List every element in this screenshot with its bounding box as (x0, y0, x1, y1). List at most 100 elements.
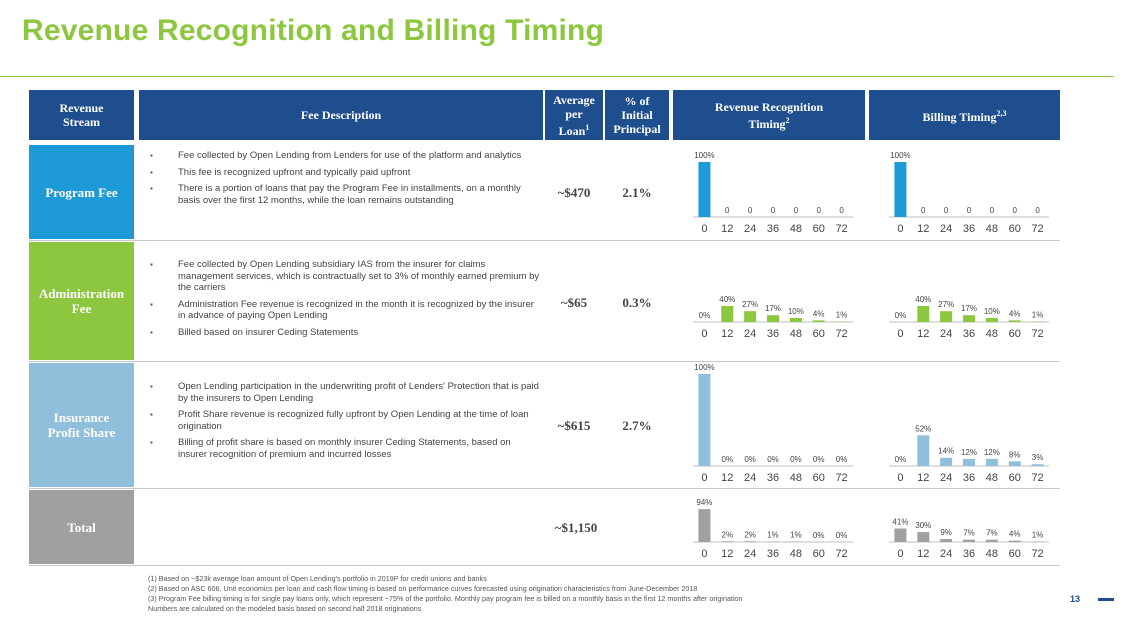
chart-data-label: 30% (915, 521, 931, 530)
chart-bar (1008, 320, 1021, 322)
row-label-text: Administration (38, 286, 125, 301)
header-avg-line1: Average (553, 92, 595, 107)
chart-bar (985, 539, 998, 542)
footnotes: (1) Based on ~$23k average loan amount o… (148, 574, 743, 614)
chart-tick-label: 24 (744, 328, 756, 340)
description-bullet: Billed based on insurer Ceding Statement… (148, 327, 540, 339)
chart-data-label: 100% (694, 363, 714, 372)
chart-tick-label: 60 (1009, 548, 1021, 560)
chart-tick-label: 60 (813, 548, 825, 560)
header-avg-line3: Loan (558, 123, 586, 138)
header-recog-line1: Revenue Recognition (714, 99, 824, 114)
chart-data-label: 0% (722, 455, 734, 464)
chart-data-label: 100% (890, 151, 910, 160)
row-label-text-line2: Profit Share (47, 425, 116, 440)
chart-data-label: 0 (921, 206, 926, 215)
chart-bar (744, 541, 757, 542)
chart-tick-label: 12 (917, 328, 929, 340)
program-fee-percent: 2.1% (622, 185, 652, 200)
chart-bar (789, 318, 802, 322)
chart-data-label: 0 (794, 206, 799, 215)
chart-tick-label: 48 (986, 472, 998, 484)
chart-bar (1008, 461, 1021, 466)
chart-bar (721, 306, 734, 322)
administration-fee-description: Fee collected by Open Lending subsidiary… (148, 259, 540, 343)
chart-data-label: 1% (836, 311, 848, 320)
chart-bar (767, 315, 779, 322)
chart-data-label: 0% (790, 455, 802, 464)
header-recog-line2: Timing (748, 116, 786, 131)
chart-tick-label: 0 (897, 328, 903, 340)
row-divider (29, 488, 1060, 489)
header-revenue-stream: Revenue Stream (29, 90, 134, 140)
chart-tick-label: 48 (790, 223, 802, 235)
chart-tick-label: 36 (963, 548, 975, 560)
description-bullet: There is a portion of loans that pay the… (148, 183, 540, 206)
chart-data-label: 7% (963, 529, 975, 538)
total-billing-chart: 41% 0 30% 12 9% 24 7% 36 7% 48 4% 60 1% 72 (889, 497, 1049, 560)
chart-bar (917, 435, 930, 466)
footnote: Numbers are calculated on the modeled ba… (148, 604, 422, 613)
chart-tick-label: 0 (701, 328, 707, 340)
chart-tick-label: 72 (1031, 223, 1043, 235)
page-title: Revenue Recognition and Billing Timing (22, 14, 605, 47)
chart-data-label: 2% (744, 530, 756, 539)
chart-bar (894, 528, 907, 542)
bar-chart-svg: 100% 0 0 12 0 24 0 36 0 48 0 60 0 72 (889, 151, 1049, 235)
chart-tick-label: 72 (835, 472, 847, 484)
chart-tick-label: 0 (897, 548, 903, 560)
chart-tick-label: 72 (1031, 328, 1043, 340)
header-pct-initial-principal: % of Initial Principal (605, 90, 669, 140)
bar-chart-svg: 0% 0 52% 12 14% 24 12% 36 12% 48 8% 60 3% 72 (889, 424, 1049, 484)
chart-tick-label: 60 (813, 223, 825, 235)
chart-data-label: 0 (1035, 206, 1040, 215)
insurance-profit-share-description: Open Lending participation in the underw… (148, 381, 540, 465)
bar-chart-svg: 0% 0 40% 12 27% 24 17% 36 10% 48 4% 60 1% 72 (693, 295, 853, 340)
chart-tick-label: 12 (721, 472, 733, 484)
administration-fee-average: ~$65 (560, 295, 588, 310)
chart-data-label: 1% (1032, 311, 1044, 320)
chart-data-label: 0 (1012, 206, 1017, 215)
chart-bar (744, 311, 757, 322)
chart-bar (985, 458, 998, 466)
chart-bar (963, 458, 975, 466)
chart-tick-label: 0 (701, 548, 707, 560)
chart-data-label: 0 (839, 206, 844, 215)
description-bullet: Fee collected by Open Lending from Lende… (148, 150, 540, 162)
chart-data-label: 0 (816, 206, 821, 215)
chart-bar (940, 311, 953, 322)
chart-bar (1031, 464, 1044, 466)
chart-tick-label: 24 (940, 472, 952, 484)
chart-tick-label: 24 (744, 223, 756, 235)
row-label-text: Program Fee (45, 184, 118, 200)
page-number: 13 (1070, 594, 1081, 604)
chart-tick-label: 60 (813, 328, 825, 340)
chart-tick-label: 72 (835, 223, 847, 235)
chart-tick-label: 72 (835, 548, 847, 560)
bar-chart-svg: 94% 0 2% 12 2% 24 1% 36 1% 48 0% 60 0% 72 (693, 498, 853, 560)
chart-tick-label: 24 (940, 548, 952, 560)
row-label-total: Total (29, 490, 134, 564)
chart-tick-label: 24 (744, 472, 756, 484)
chart-data-label: 0% (836, 455, 848, 464)
header-avg-footnote: 1 (585, 122, 590, 132)
chart-bar (917, 532, 930, 542)
chart-data-label: 1% (767, 531, 779, 540)
description-bullet: Open Lending participation in the underw… (148, 381, 540, 404)
header-avg-line2: per (565, 106, 583, 121)
chart-data-label: 27% (742, 300, 758, 309)
description-bullet: This fee is recognized upfront and typic… (148, 167, 540, 179)
program-fee-average: ~$470 (557, 185, 591, 200)
total-recognition-chart: 94% 0 2% 12 2% 24 1% 36 1% 48 0% 60 0% 72 (693, 495, 853, 560)
chart-tick-label: 12 (721, 328, 733, 340)
chart-tick-label: 60 (1009, 472, 1021, 484)
footnote: (3) Program Fee billing timing is for si… (148, 594, 743, 603)
chart-data-label: 17% (765, 304, 781, 313)
header-stream-line1: Revenue (59, 101, 104, 115)
chart-data-label: 7% (986, 529, 998, 538)
admin-recognition-chart: 0% 0 40% 12 27% 24 17% 36 10% 48 4% 60 1% 72 (693, 270, 853, 340)
program-billing-chart: 100% 0 0 12 0 24 0 36 0 48 0 60 0 72 (889, 150, 1049, 235)
admin-billing-chart: 0% 0 40% 12 27% 24 17% 36 10% 48 4% 60 1% 72 (889, 270, 1049, 340)
chart-tick-label: 60 (1009, 223, 1021, 235)
header-pct-line1: % of (624, 94, 650, 108)
